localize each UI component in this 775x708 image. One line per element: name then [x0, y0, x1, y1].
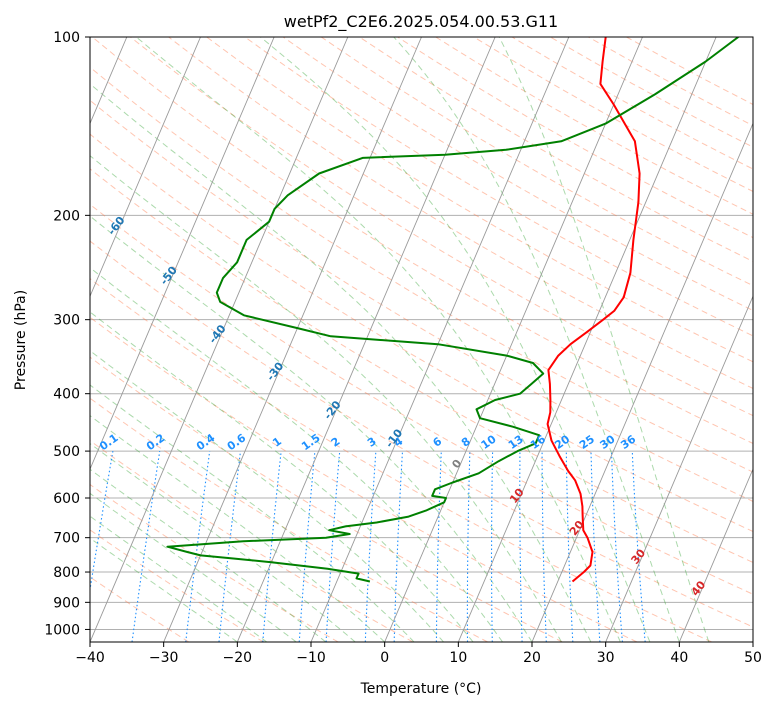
x-tick-label: −40	[75, 650, 105, 666]
y-axis-title: Pressure (hPa)	[13, 290, 29, 390]
x-tick-label: −10	[296, 650, 326, 666]
x-tick-label: −30	[149, 650, 179, 666]
x-tick-label: 20	[523, 650, 541, 666]
isotherm-line	[310, 37, 570, 642]
dry-adiabat-line	[91, 37, 753, 445]
y-tick-label: 100	[53, 30, 80, 46]
dry-adiabat-line	[90, 240, 753, 628]
dewpoint-profile-line	[166, 37, 739, 583]
moist-adiabat-line	[260, 37, 651, 642]
y-tick-label: 1000	[44, 622, 80, 638]
isotherm-line	[752, 640, 753, 642]
isotherm-line	[90, 37, 275, 471]
moist-adiabat-line	[90, 155, 562, 642]
x-tick-label: 40	[670, 650, 688, 666]
plot-background	[90, 37, 753, 642]
temperature-profile-line	[546, 37, 641, 583]
isotherm-line	[90, 37, 201, 298]
mixing-ratio-line	[298, 451, 316, 642]
mixing-ratio-line	[218, 451, 242, 642]
mixing-ratio-line	[262, 451, 282, 642]
moist-adiabat-line	[90, 492, 297, 642]
moist-adiabat-line	[90, 267, 503, 642]
isotherm-line	[605, 295, 753, 642]
mixing-ratio-line	[631, 451, 646, 642]
moist-adiabat-line	[393, 37, 680, 642]
isotherm-line	[163, 37, 422, 642]
x-tick-label: 10	[449, 650, 467, 666]
axes-frame	[89, 36, 754, 643]
dry-adiabat-line	[90, 203, 753, 595]
dry-adiabat-line	[168, 37, 753, 389]
chart-title: wetPf2_C2E6.2025.054.00.53.G11	[284, 12, 558, 32]
y-tick-label: 200	[53, 208, 80, 224]
x-tick-label: 50	[744, 650, 762, 666]
profile-series	[166, 37, 739, 583]
moist-adiabat-line	[90, 350, 444, 642]
y-tick-label: 700	[53, 531, 80, 547]
dry-adiabat-line	[90, 356, 563, 642]
grid-lines	[90, 37, 753, 630]
moist-adiabat-line	[90, 311, 474, 642]
dry-adiabat-line	[90, 99, 753, 502]
isotherm-line	[678, 467, 753, 642]
dry-adiabat-line	[90, 316, 638, 642]
moist-adiabat-line	[135, 37, 621, 642]
mixing-ratio-line	[185, 451, 211, 642]
moist-adiabat-line	[90, 468, 327, 642]
x-axis-title: Temperature (°C)	[360, 681, 482, 697]
x-tick-label: 30	[597, 650, 615, 666]
moist-adiabat-line	[90, 415, 386, 642]
dry-adiabat-line	[90, 133, 753, 533]
mixing-ratio-line	[90, 451, 114, 594]
y-tick-label: 300	[53, 313, 80, 329]
plot-area	[90, 37, 753, 642]
dry-adiabat-line	[244, 37, 753, 337]
dry-adiabat-line	[282, 37, 753, 312]
isotherm-line	[90, 37, 349, 642]
y-tick-label: 900	[53, 595, 80, 611]
moist-adiabat-line	[90, 384, 415, 642]
axes: −40 −30 −20 −10 0 10 20 30 40 50 100 200 300 400 500 60…	[44, 30, 762, 666]
x-tick-label: −20	[223, 650, 253, 666]
isotherm-line	[531, 122, 753, 642]
moist-adiabat-line	[90, 215, 533, 642]
moist-adiabat-line	[90, 442, 356, 642]
dry-adiabat-line	[90, 483, 339, 642]
isotherm-line	[457, 37, 717, 642]
y-tick-label: 400	[53, 387, 80, 403]
dry-adiabat-line	[90, 529, 264, 642]
isotherm-line	[384, 37, 643, 642]
moist-adiabat-line	[498, 37, 710, 642]
dry-adiabat-line	[90, 278, 712, 642]
skewed-isotherms	[90, 37, 753, 642]
x-tick-label: 0	[380, 650, 389, 666]
dry-adiabat-line	[130, 37, 753, 417]
y-tick-label: 600	[53, 491, 80, 507]
adiabat-lines	[90, 37, 753, 642]
y-tick-label: 800	[53, 565, 80, 581]
y-tick-label: 500	[53, 444, 80, 460]
